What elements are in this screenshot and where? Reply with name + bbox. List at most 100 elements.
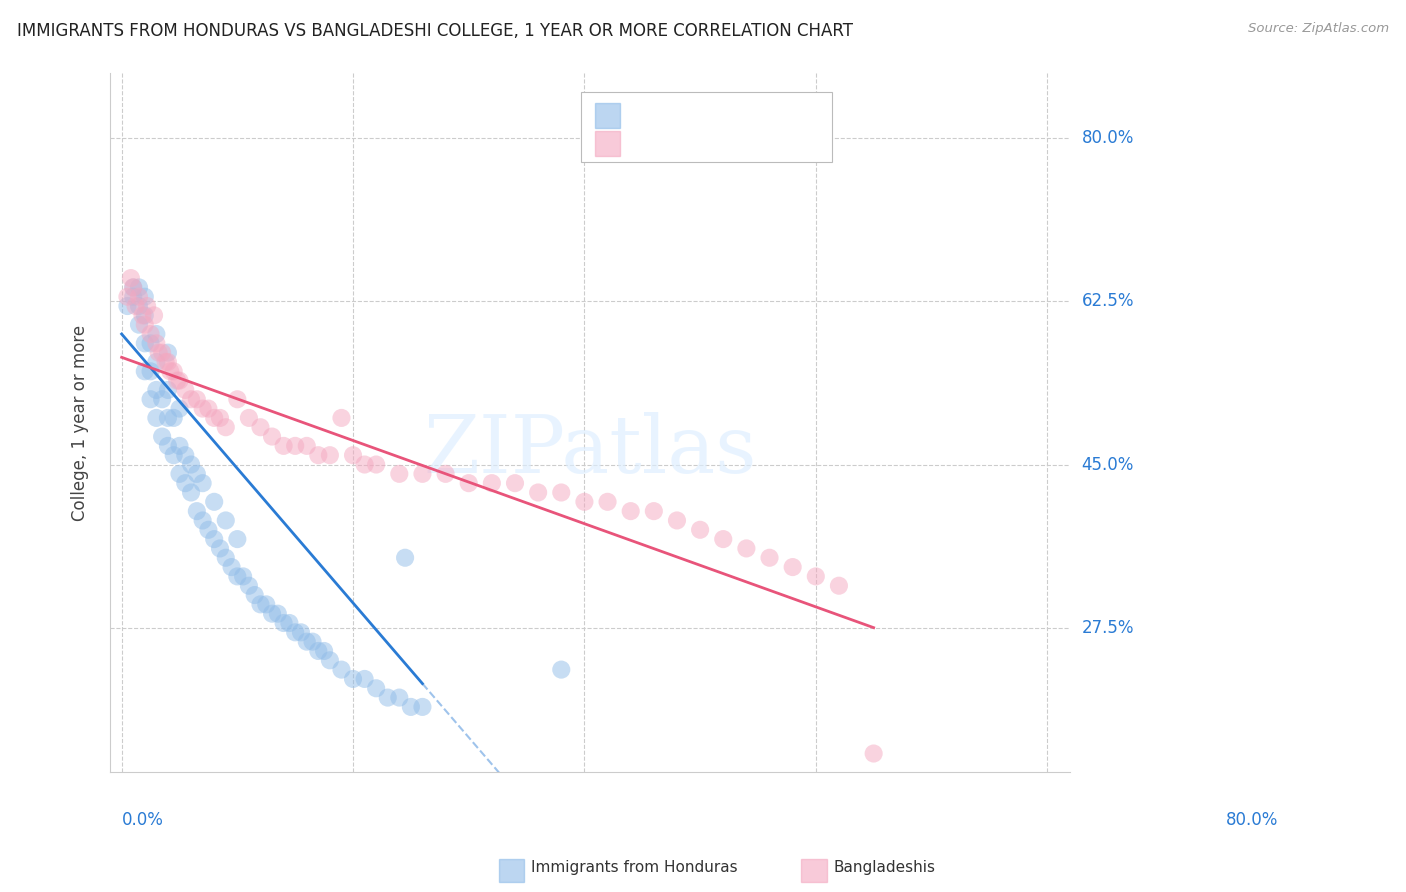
Point [117,290,139,304]
Point [139,392,162,407]
Point [862,747,884,761]
Point [366,458,388,472]
Point [156,439,179,453]
Point [169,401,191,416]
Point [295,634,318,648]
Point [353,672,375,686]
Point [150,392,173,407]
Point [186,467,208,481]
Point [284,625,307,640]
Point [353,458,375,472]
Point [330,663,353,677]
Point [186,504,208,518]
Y-axis label: College, 1 year or more: College, 1 year or more [72,325,89,521]
Point [221,560,243,574]
Point [128,290,150,304]
Text: 45.0%: 45.0% [1081,456,1133,474]
Point [180,485,202,500]
Point [208,411,231,425]
Point [307,644,329,658]
Point [550,485,572,500]
Point [643,504,665,518]
Point [150,345,173,359]
Point [711,532,734,546]
Point [260,607,283,621]
Point [169,374,191,388]
Point [191,476,214,491]
Point [394,550,416,565]
Point [166,374,188,388]
Point [180,392,202,407]
Point [145,326,167,341]
Point [399,699,422,714]
Point [574,495,596,509]
Point [156,411,179,425]
Point [411,467,433,481]
Point [169,467,191,481]
Text: R = -0.385   N = 61: R = -0.385 N = 61 [628,136,779,150]
Text: 0.0%: 0.0% [122,811,163,829]
Text: 27.5%: 27.5% [1081,619,1135,637]
Point [388,690,411,705]
Text: Immigrants from Honduras: Immigrants from Honduras [531,860,738,874]
Point [254,598,277,612]
Point [828,579,851,593]
Point [278,615,301,630]
Point [319,448,342,462]
Point [122,280,145,294]
Text: IMMIGRANTS FROM HONDURAS VS BANGLADESHI COLLEGE, 1 YEAR OR MORE CORRELATION CHAR: IMMIGRANTS FROM HONDURAS VS BANGLADESHI … [17,22,853,40]
Point [273,615,295,630]
Text: 80.0%: 80.0% [1226,811,1278,829]
Point [665,513,688,527]
Point [215,420,238,434]
Point [202,532,225,546]
Point [159,364,181,378]
Point [155,355,177,369]
Point [163,364,186,378]
Point [169,439,191,453]
Point [163,411,186,425]
Point [122,280,145,294]
Point [208,541,231,556]
Text: Bangladeshis: Bangladeshis [834,860,936,874]
Point [139,364,162,378]
Point [260,429,283,443]
Point [174,448,197,462]
Point [284,439,307,453]
Point [145,411,167,425]
Point [503,476,526,491]
Text: R = -0.339   N = 71: R = -0.339 N = 71 [628,106,779,120]
Point [804,569,827,583]
Point [150,429,173,443]
Point [117,299,139,313]
Point [550,663,572,677]
Point [145,355,167,369]
Point [226,532,249,546]
Point [457,476,479,491]
Point [156,355,179,369]
Point [128,318,150,332]
Point [134,318,156,332]
Point [226,392,249,407]
Point [174,476,197,491]
Point [128,280,150,294]
Point [124,299,146,313]
Point [307,448,329,462]
Point [134,336,156,351]
Point [120,271,142,285]
Text: 62.5%: 62.5% [1081,293,1135,310]
Point [596,495,619,509]
Point [314,644,336,658]
Point [145,383,167,397]
Text: 80.0%: 80.0% [1081,129,1133,147]
Point [143,309,166,323]
Point [735,541,758,556]
Point [273,439,295,453]
Point [388,467,411,481]
Point [249,598,271,612]
Point [434,467,457,481]
Point [366,681,388,696]
Point [342,672,364,686]
Point [145,336,167,351]
Point [148,345,170,359]
